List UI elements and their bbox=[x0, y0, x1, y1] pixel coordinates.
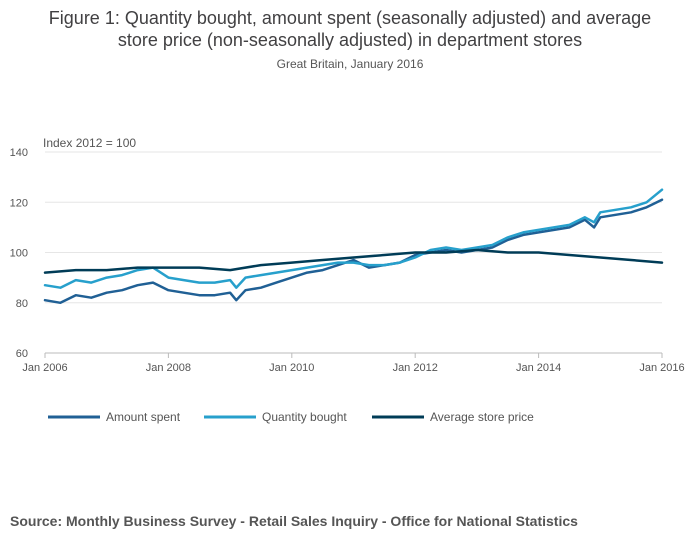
y-axis-unit-label: Index 2012 = 100 bbox=[43, 136, 136, 150]
chart-title: Figure 1: Quantity bought, amount spent … bbox=[48, 8, 652, 50]
grid-lines bbox=[45, 151, 662, 354]
source-note: Source: Monthly Business Survey - Retail… bbox=[10, 513, 578, 529]
y-tick-label: 120 bbox=[10, 197, 28, 209]
x-tick-label: Jan 2008 bbox=[146, 362, 191, 374]
legend-label: Quantity bought bbox=[262, 410, 347, 424]
series-line bbox=[43, 248, 664, 274]
x-tick-label: Jan 2012 bbox=[393, 362, 438, 374]
x-tick-label: Jan 2006 bbox=[22, 362, 67, 374]
series-line bbox=[43, 188, 664, 289]
y-tick-label: 60 bbox=[16, 348, 28, 360]
x-axis-ticks: Jan 2006 Jan 2008 Jan 2010 Jan 2012 Jan 2014… bbox=[22, 353, 685, 374]
series-lines bbox=[43, 188, 664, 305]
chart-subtitle: Great Britain, January 2016 bbox=[276, 57, 424, 71]
x-tick-label: Jan 2010 bbox=[269, 362, 314, 374]
x-tick-label: Jan 2016 bbox=[639, 362, 684, 374]
y-axis-ticks: 60 80 100 120 140 bbox=[10, 147, 28, 360]
y-tick-label: 80 bbox=[16, 298, 28, 310]
y-tick-label: 100 bbox=[10, 248, 28, 260]
legend-label: Amount spent bbox=[106, 410, 181, 424]
series-line bbox=[43, 198, 664, 305]
legend-label: Average store price bbox=[430, 410, 534, 424]
x-tick-label: Jan 2014 bbox=[516, 362, 561, 374]
legend: Amount spent Quantity bought Average store… bbox=[48, 410, 534, 424]
y-tick-label: 140 bbox=[10, 147, 28, 159]
